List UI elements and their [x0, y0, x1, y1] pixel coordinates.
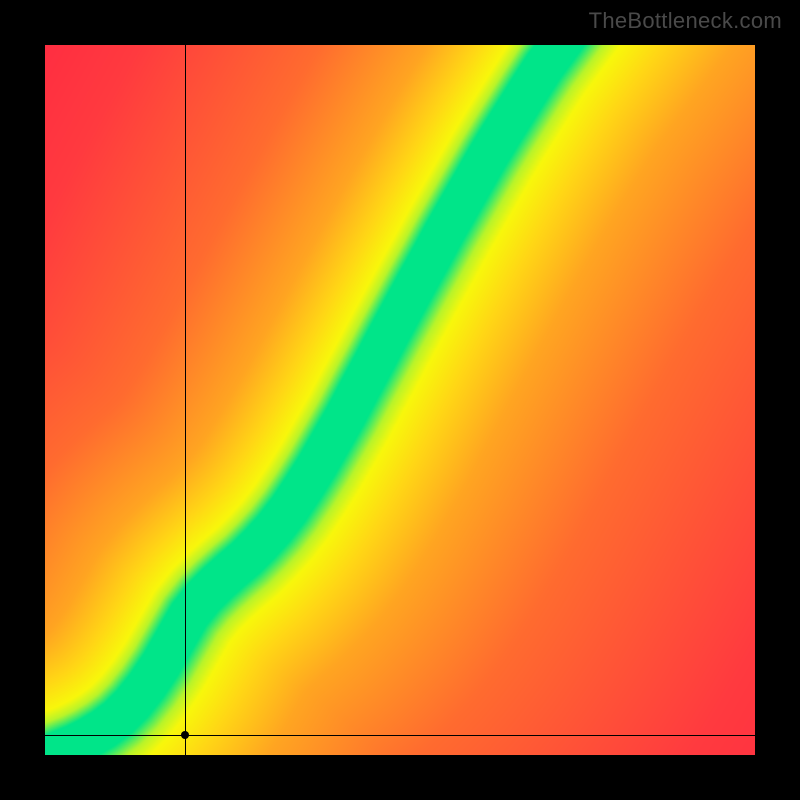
crosshair-vertical [185, 45, 186, 755]
heatmap-plot [45, 45, 755, 755]
crosshair-horizontal [45, 735, 755, 736]
heatmap-canvas [45, 45, 755, 755]
watermark-text: TheBottleneck.com [589, 8, 782, 34]
crosshair-marker [181, 731, 189, 739]
